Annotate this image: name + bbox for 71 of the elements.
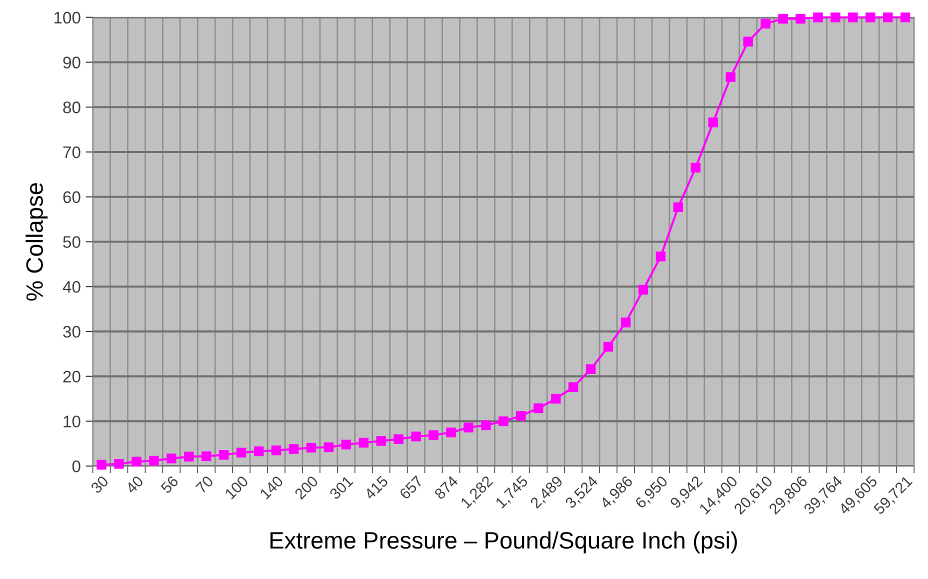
point bbox=[778, 14, 788, 24]
point bbox=[341, 440, 352, 450]
y-tick-label: 10 bbox=[64, 416, 80, 428]
point bbox=[132, 456, 142, 466]
point bbox=[656, 252, 666, 262]
y-tick-label: 50 bbox=[63, 236, 80, 248]
point bbox=[813, 12, 823, 22]
y-tick-label: 90 bbox=[63, 56, 80, 68]
x-tick-label: 301 bbox=[328, 475, 354, 500]
point bbox=[760, 18, 770, 29]
point bbox=[411, 432, 421, 442]
point bbox=[114, 458, 124, 469]
point bbox=[900, 12, 910, 22]
x-tick-label: 874 bbox=[434, 475, 459, 500]
point bbox=[603, 342, 614, 352]
point bbox=[708, 118, 718, 128]
point bbox=[218, 450, 229, 460]
point bbox=[866, 12, 876, 22]
point bbox=[376, 436, 386, 446]
point bbox=[446, 428, 456, 438]
y-tick-label: 80 bbox=[63, 102, 80, 114]
point bbox=[726, 72, 736, 82]
x-axis-title: Extreme Pressure – Pound/Square Inch (psi) bbox=[270, 531, 737, 554]
x-tick-label: 30 bbox=[90, 475, 110, 494]
y-tick-label: 30 bbox=[63, 326, 80, 338]
point bbox=[568, 382, 578, 392]
point bbox=[796, 14, 806, 24]
point bbox=[202, 451, 212, 462]
y-tick-label: 100 bbox=[54, 12, 80, 24]
x-tick-label: 415 bbox=[364, 475, 389, 500]
point bbox=[498, 416, 508, 426]
point bbox=[830, 12, 840, 22]
point bbox=[516, 410, 526, 421]
point bbox=[166, 454, 176, 464]
y-tick-label: 40 bbox=[62, 281, 80, 293]
x-tick-label: 657 bbox=[398, 475, 424, 500]
y-tick-label: 0 bbox=[72, 460, 80, 472]
point bbox=[324, 442, 334, 452]
point bbox=[481, 420, 491, 430]
point bbox=[358, 438, 369, 448]
point bbox=[254, 446, 264, 456]
y-axis-title: % Collapse bbox=[26, 183, 48, 301]
point bbox=[620, 318, 631, 328]
point bbox=[883, 12, 893, 22]
point bbox=[673, 202, 684, 212]
x-tick-label: 56 bbox=[160, 475, 179, 494]
x-tick-label: 100 bbox=[224, 475, 249, 500]
x-tick-label: 40 bbox=[125, 475, 144, 494]
point bbox=[394, 434, 404, 444]
point bbox=[534, 403, 544, 414]
x-tick-label: 70 bbox=[195, 475, 214, 494]
point bbox=[236, 448, 246, 458]
point bbox=[428, 430, 438, 440]
y-tick-label: 70 bbox=[63, 146, 80, 158]
point bbox=[288, 444, 299, 454]
point bbox=[149, 456, 159, 466]
point bbox=[743, 36, 753, 46]
point bbox=[586, 364, 596, 374]
point bbox=[96, 460, 106, 470]
y-tick-label: 60 bbox=[63, 191, 80, 204]
x-tick-label: 200 bbox=[294, 475, 319, 500]
y-tick-label: 20 bbox=[63, 370, 80, 383]
point bbox=[184, 452, 194, 462]
point bbox=[848, 12, 858, 22]
point bbox=[464, 422, 474, 432]
point bbox=[638, 284, 648, 295]
point bbox=[271, 446, 282, 456]
point bbox=[306, 442, 316, 453]
x-tick-label: 140 bbox=[259, 475, 284, 500]
point bbox=[690, 162, 701, 173]
point bbox=[551, 394, 561, 404]
